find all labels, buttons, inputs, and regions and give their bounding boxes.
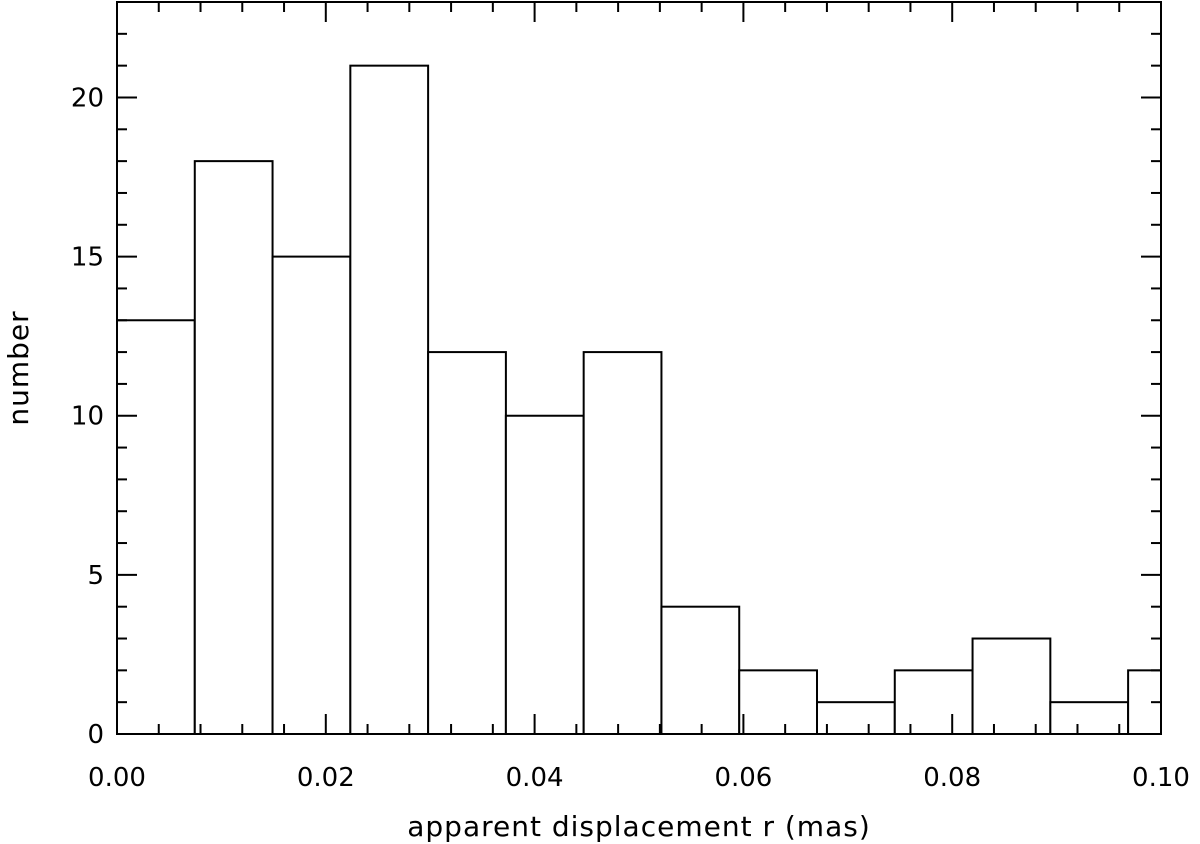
- histogram-bar: [738, 669, 819, 736]
- y-tick-label: 0: [87, 720, 104, 750]
- y-axis-label: number: [2, 310, 35, 425]
- histogram-bar: [349, 64, 430, 736]
- x-tick-label: 0.06: [714, 763, 772, 793]
- histogram-bars: [116, 64, 1163, 736]
- y-tick-labels: 0 5 10 15 20: [71, 83, 104, 750]
- histogram-bar: [893, 669, 974, 736]
- x-tick-label: 0.10: [1132, 763, 1190, 793]
- histogram-bar: [660, 605, 741, 736]
- x-tick-label: 0.04: [506, 763, 564, 793]
- histogram-bar: [816, 701, 896, 735]
- histogram-bar: [1049, 701, 1130, 735]
- x-tick-label: 0.00: [88, 763, 146, 793]
- x-tick-label: 0.02: [297, 763, 355, 793]
- histogram-bar: [116, 319, 196, 735]
- histogram-bar: [971, 637, 1052, 735]
- x-tick-label: 0.08: [923, 763, 981, 793]
- y-tick-label: 15: [71, 243, 104, 273]
- x-axis-label: apparent displacement r (mas): [407, 810, 871, 843]
- histogram-bar: [582, 351, 663, 735]
- x-tick-labels: 0.00 0.02 0.04 0.06 0.08 0.10: [88, 763, 1190, 793]
- y-tick-label: 5: [87, 561, 104, 591]
- plot-frame: [116, 1, 1162, 735]
- axis-ticks: [116, 1, 1162, 735]
- y-tick-label: 10: [71, 402, 104, 432]
- histogram-bar: [427, 351, 507, 735]
- histogram-bar: [271, 255, 352, 735]
- histogram-bar: [193, 160, 274, 735]
- histogram-bar: [504, 414, 585, 735]
- y-tick-label: 20: [71, 83, 104, 113]
